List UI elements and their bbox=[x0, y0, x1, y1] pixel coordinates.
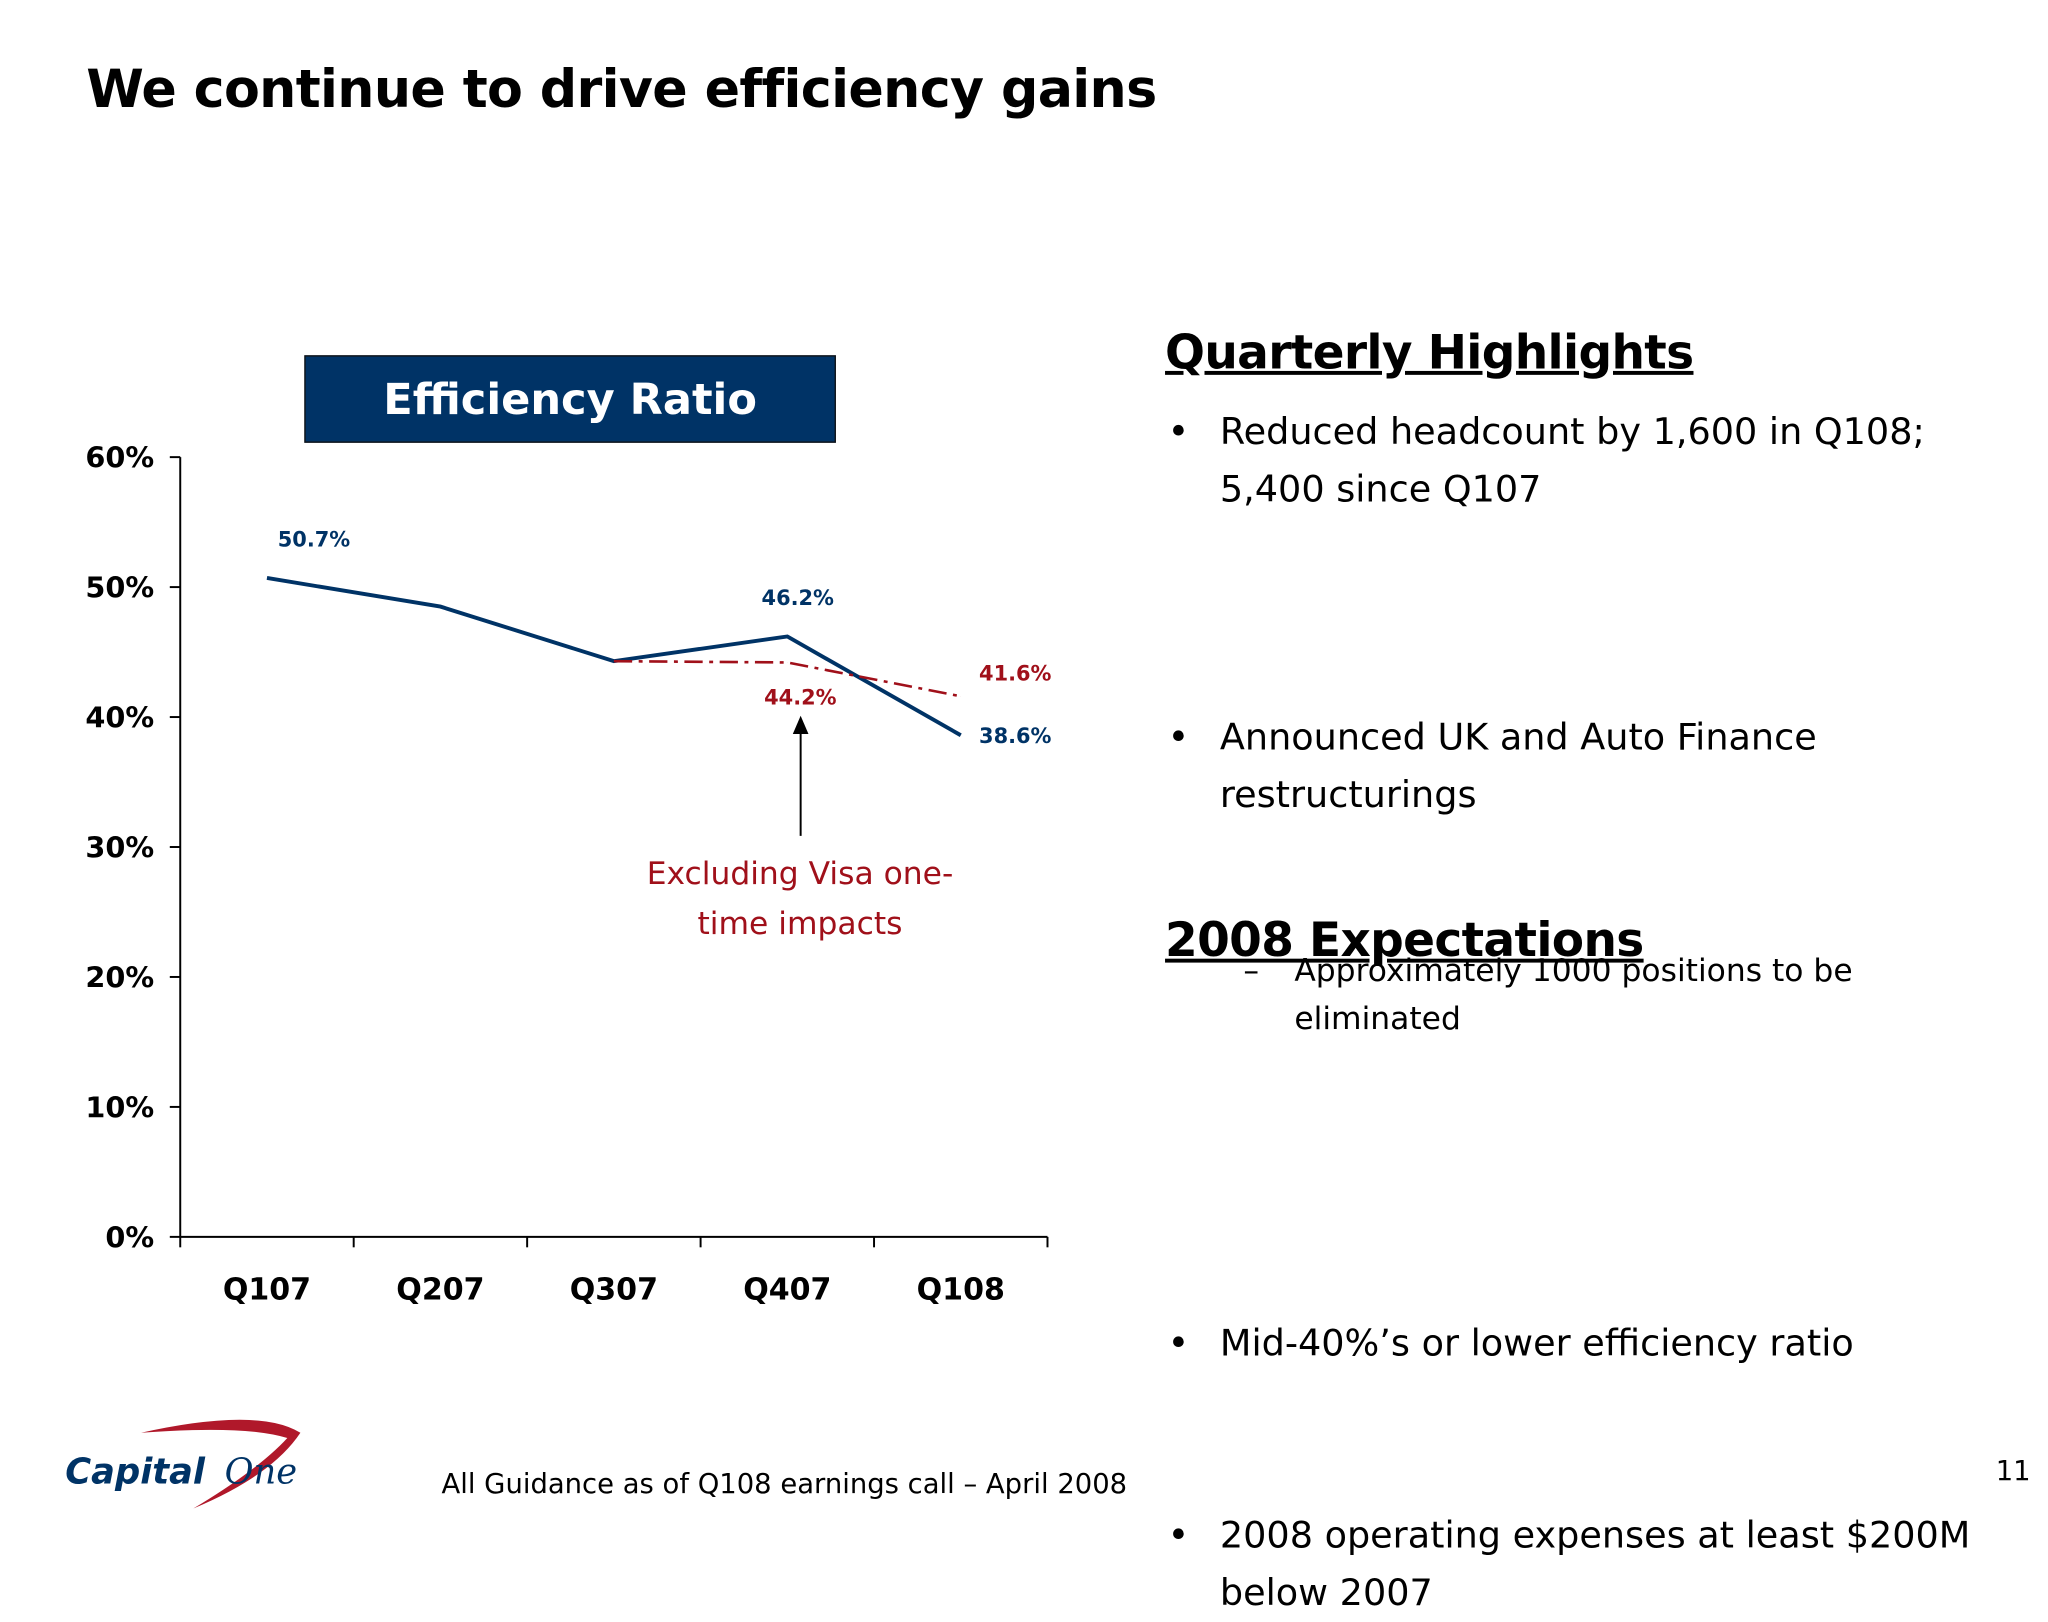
bullet-icon: • bbox=[1168, 1315, 1190, 1372]
capital-one-logo: Capital One bbox=[63, 1417, 324, 1515]
quarterly-highlights-heading: Quarterly Highlights bbox=[1165, 327, 1693, 381]
x-tick-label: Q307 bbox=[570, 1273, 658, 1308]
svg-text:One: One bbox=[225, 1452, 297, 1493]
svg-text:Capital: Capital bbox=[65, 1452, 206, 1493]
y-tick-label: 10% bbox=[85, 1090, 154, 1124]
bullet-text: Mid-40%’s or lower efficiency ratio bbox=[1220, 1322, 1854, 1365]
efficiency-ratio-chart: 0% 10% 20% 30% 40% 50% 60% Q107 Q207 Q307 Q407 Q108… bbox=[0, 0, 1175, 1332]
y-tick-label: 40% bbox=[85, 700, 154, 734]
x-tick-label: Q207 bbox=[396, 1273, 484, 1308]
data-label: 41.6% bbox=[979, 662, 1052, 686]
x-tick-label: Q407 bbox=[743, 1273, 831, 1308]
footer-note: All Guidance as of Q108 earnings call – … bbox=[441, 1468, 1127, 1499]
data-label: 46.2% bbox=[762, 586, 835, 610]
x-tick-label: Q108 bbox=[917, 1273, 1005, 1308]
efficiency-ratio-line bbox=[267, 578, 961, 735]
page-number: 11 bbox=[1996, 1455, 2031, 1486]
bullet-icon: • bbox=[1168, 709, 1190, 766]
chart-annotation: Excluding Visa one-time impacts bbox=[627, 849, 973, 948]
bullet-text: Reduced headcount by 1,600 in Q108; 5,40… bbox=[1220, 410, 1925, 511]
data-label: 38.6% bbox=[979, 724, 1052, 748]
highlight-bullet: • Announced UK and Auto Finance restruct… bbox=[1168, 709, 1978, 824]
arrow-head-icon bbox=[793, 716, 809, 734]
expectation-bullet: • 2008 operating expenses at least $200M… bbox=[1168, 1507, 1978, 1622]
chart-title: Efficiency Ratio bbox=[304, 355, 836, 443]
expectations-heading: 2008 Expectations bbox=[1165, 914, 1644, 968]
data-label: 44.2% bbox=[764, 685, 837, 709]
bullet-icon: • bbox=[1168, 1507, 1190, 1564]
y-tick-label: 0% bbox=[105, 1220, 154, 1254]
bullet-text: 2008 operating expenses at least $200M b… bbox=[1220, 1514, 1970, 1615]
y-tick-label: 30% bbox=[85, 830, 154, 864]
y-tick-label: 60% bbox=[85, 441, 154, 475]
bullet-text: Announced UK and Auto Finance restructur… bbox=[1220, 716, 1817, 817]
bullet-icon: • bbox=[1168, 404, 1190, 461]
y-tick-label: 50% bbox=[85, 571, 154, 605]
highlight-bullet: • Reduced headcount by 1,600 in Q108; 5,… bbox=[1168, 404, 1978, 519]
expectation-bullet: • Mid-40%’s or lower efficiency ratio bbox=[1168, 1315, 1978, 1372]
data-label: 50.7% bbox=[278, 528, 351, 552]
y-tick-label: 20% bbox=[85, 960, 154, 994]
x-tick-label: Q107 bbox=[223, 1273, 311, 1308]
